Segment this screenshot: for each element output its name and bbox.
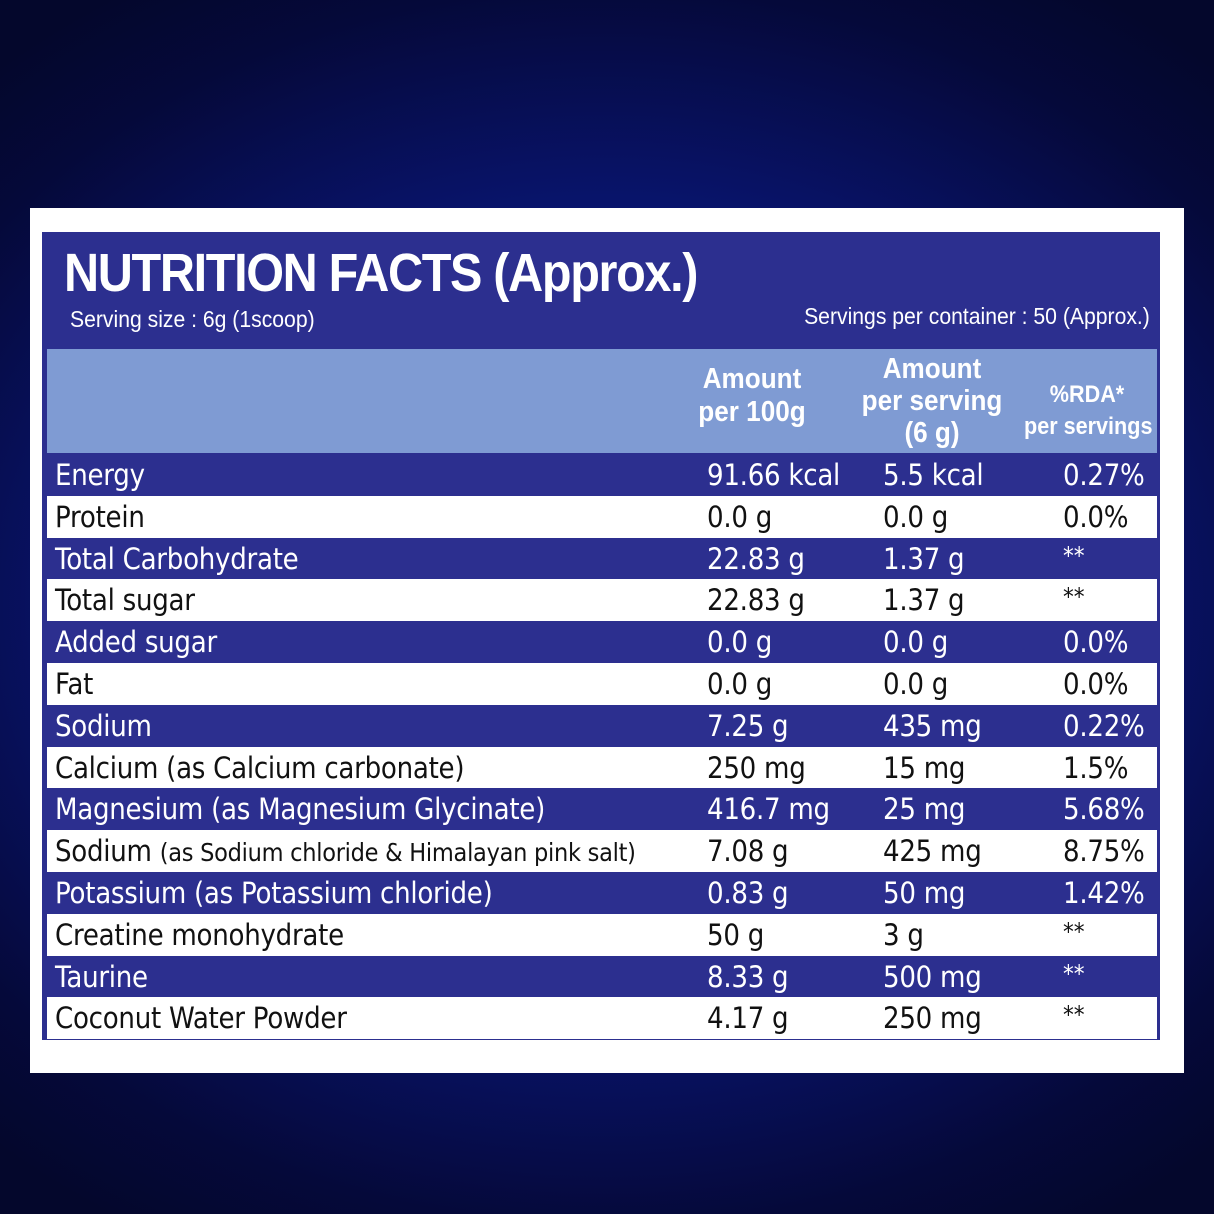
amount-per-serving: 435 mg xyxy=(883,708,982,743)
amount-per-serving: 425 mg xyxy=(883,834,982,869)
table-row: Calcium (as Calcium carbonate) 250 mg 15 m… xyxy=(47,746,1157,790)
nutrient-label: Total Carbohydrate xyxy=(55,541,299,576)
nutrient-label: Fat xyxy=(55,666,94,701)
nutrient-label: Magnesium (as Magnesium Glycinate) xyxy=(55,792,546,827)
amount-per-serving: 15 mg xyxy=(883,750,966,785)
table-row: Total Carbohydrate 22.83 g 1.37 g ** xyxy=(47,537,1157,581)
amount-per-100g: 22.83 g xyxy=(707,583,805,618)
rda-value: 0.0% xyxy=(1063,625,1129,660)
amount-per-serving: 500 mg xyxy=(883,959,982,994)
amount-per-100g: 4.17 g xyxy=(707,1001,789,1036)
nutrient-label: Total sugar xyxy=(55,583,195,618)
servings-per-container: Servings per container : 50 (Approx.) xyxy=(804,303,1150,329)
nutrient-label: Energy xyxy=(55,458,145,492)
nutrient-label: Coconut Water Powder xyxy=(55,1001,347,1036)
nutrient-label: Creatine monohydrate xyxy=(55,917,344,952)
rda-value: 1.5% xyxy=(1063,750,1129,785)
nutrition-title: NUTRITION FACTS (Approx.) xyxy=(64,243,698,303)
amount-per-100g: 250 mg xyxy=(707,750,806,785)
nutrient-name: Creatine monohydrate xyxy=(55,914,344,957)
nutrient-name: Coconut Water Powder xyxy=(55,997,347,1040)
nutrient-label: Sodium xyxy=(55,834,160,869)
amount-per-100g: 0.83 g xyxy=(707,875,789,910)
header-rda: %RDA* per servings xyxy=(1024,381,1153,440)
amount-per-100g: 0.0 g xyxy=(707,625,773,660)
amount-per-serving: 5.5 kcal xyxy=(883,458,984,492)
nutrient-name: Energy xyxy=(55,454,145,497)
amount-per-serving: 1.37 g xyxy=(883,541,965,576)
rda-value: 0.0% xyxy=(1063,666,1129,701)
nutrient-name: Taurine xyxy=(55,956,148,999)
amount-per-100g: 91.66 kcal xyxy=(707,458,841,492)
nutrient-label: Taurine xyxy=(55,959,148,994)
rda-value: 0.22% xyxy=(1063,708,1145,743)
amount-per-100g: 50 g xyxy=(707,917,764,952)
amount-per-100g: 7.08 g xyxy=(707,834,789,869)
amount-per-100g: 0.0 g xyxy=(707,666,773,701)
amount-per-100g: 416.7 mg xyxy=(707,792,830,827)
amount-per-serving: 50 mg xyxy=(883,875,966,910)
nutrient-name: Total Carbohydrate xyxy=(55,538,299,581)
table-row: Creatine monohydrate 50 g 3 g ** xyxy=(47,913,1157,957)
table-row: Magnesium (as Magnesium Glycinate) 416.7 … xyxy=(47,788,1157,831)
rda-value: 5.68% xyxy=(1063,792,1145,827)
rda-value: ** xyxy=(1063,1001,1085,1030)
header-per-serving: Amount per serving (6 g) xyxy=(861,353,1003,449)
table-row: Coconut Water Powder 4.17 g 250 mg ** xyxy=(47,997,1157,1040)
nutrition-card: NUTRITION FACTS (Approx.) Serving size :… xyxy=(30,208,1184,1073)
nutrient-label: Potassium (as Potassium chloride) xyxy=(55,875,493,910)
amount-per-100g: 8.33 g xyxy=(707,959,789,994)
amount-per-100g: 7.25 g xyxy=(707,708,789,743)
amount-per-serving: 3 g xyxy=(883,917,924,952)
amount-per-serving: 0.0 g xyxy=(883,666,949,701)
nutrition-table-body: Energy 91.66 kcal 5.5 kcal 0.27% Protein 0.0 … xyxy=(47,454,1157,1040)
nutrient-name: Total sugar xyxy=(55,579,195,622)
rda-value: 1.42% xyxy=(1063,875,1145,910)
rda-value: ** xyxy=(1063,541,1085,570)
nutrient-label: Protein xyxy=(55,499,145,534)
nutrient-name: Magnesium (as Magnesium Glycinate) xyxy=(55,788,545,831)
amount-per-serving: 0.0 g xyxy=(883,499,949,534)
amount-per-100g: 0.0 g xyxy=(707,499,773,534)
rda-value: 0.0% xyxy=(1063,499,1129,534)
rda-value: ** xyxy=(1063,583,1085,612)
nutrient-name: Potassium (as Potassium chloride) xyxy=(55,872,493,915)
amount-per-serving: 25 mg xyxy=(883,792,966,827)
table-row: Potassium (as Potassium chloride) 0.83 g 5… xyxy=(47,871,1157,915)
rda-value: ** xyxy=(1063,959,1085,988)
table-row: Sodium (as Sodium chloride & Himalayan p… xyxy=(47,830,1157,872)
table-row: Energy 91.66 kcal 5.5 kcal 0.27% xyxy=(47,454,1157,496)
rda-value: 0.27% xyxy=(1063,458,1145,492)
rda-value: ** xyxy=(1063,917,1085,946)
table-header: Amount per 100g Amount per serving (6 g)… xyxy=(47,349,1157,453)
table-row: Total sugar 22.83 g 1.37 g ** xyxy=(47,579,1157,622)
header-per-100g: Amount per 100g xyxy=(698,363,806,428)
serving-size: Serving size : 6g (1scoop) xyxy=(70,306,315,332)
nutrient-name: Sodium xyxy=(55,705,152,748)
nutrition-panel: NUTRITION FACTS (Approx.) Serving size :… xyxy=(42,232,1160,1040)
nutrient-name: Protein xyxy=(55,496,145,539)
nutrient-label: Calcium (as Calcium carbonate) xyxy=(55,750,465,785)
table-row: Added sugar 0.0 g 0.0 g 0.0% xyxy=(47,621,1157,663)
nutrient-note: (as Sodium chloride & Himalayan pink sal… xyxy=(159,838,636,868)
nutrient-name: Calcium (as Calcium carbonate) xyxy=(55,747,465,790)
rda-value: 8.75% xyxy=(1063,834,1145,869)
nutrient-name: Added sugar xyxy=(55,621,217,664)
amount-per-serving: 1.37 g xyxy=(883,583,965,618)
table-row: Protein 0.0 g 0.0 g 0.0% xyxy=(47,495,1157,539)
amount-per-serving: 250 mg xyxy=(883,1001,982,1036)
amount-per-100g: 22.83 g xyxy=(707,541,805,576)
nutrient-name: Fat xyxy=(55,663,93,706)
table-row: Taurine 8.33 g 500 mg ** xyxy=(47,955,1157,999)
nutrient-label: Added sugar xyxy=(55,625,217,660)
table-row: Fat 0.0 g 0.0 g 0.0% xyxy=(47,662,1157,706)
nutrient-label: Sodium xyxy=(55,708,152,743)
nutrient-name: Sodium (as Sodium chloride & Himalayan p… xyxy=(55,830,636,874)
table-row: Sodium 7.25 g 435 mg 0.22% xyxy=(47,704,1157,748)
amount-per-serving: 0.0 g xyxy=(883,625,949,660)
